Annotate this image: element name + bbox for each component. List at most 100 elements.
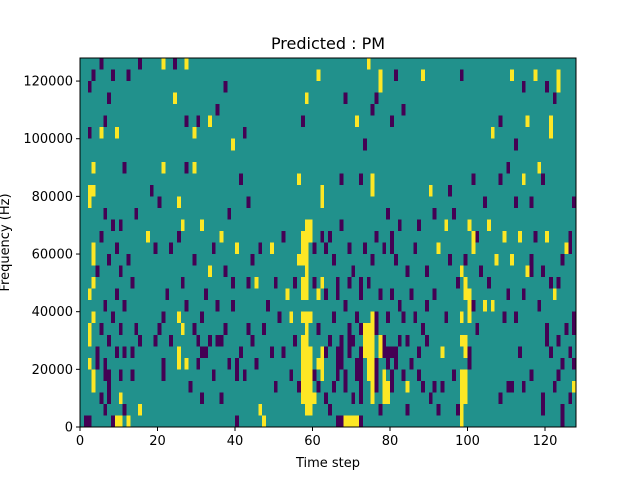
heatmap-cell-low (390, 346, 394, 358)
heatmap-cell-low (161, 357, 166, 381)
heatmap-cell-low (572, 311, 577, 335)
heatmap-cell-high (347, 415, 352, 427)
heatmap-cell-high (355, 415, 360, 427)
heatmap-cell-high (300, 230, 305, 266)
heatmap-cell-low (452, 369, 456, 381)
heatmap-cell-low (254, 357, 259, 370)
heatmap-cell-high (494, 254, 499, 266)
heatmap-cell-low (362, 242, 367, 255)
heatmap-cell-low (572, 357, 577, 370)
heatmap-cell-low (498, 173, 503, 185)
heatmap-cell-high (180, 323, 185, 335)
heatmap-cell-low (95, 265, 100, 278)
heatmap-cell-high (370, 311, 375, 404)
heatmap-cell-low (452, 207, 456, 220)
heatmap-cell-low (262, 323, 267, 335)
heatmap-cell-low (440, 380, 445, 393)
heatmap-cell-high (184, 357, 189, 370)
heatmap-cell-low (312, 277, 317, 289)
heatmap-cell-high (459, 311, 464, 324)
heatmap-cell-low (432, 288, 437, 301)
heatmap-cell-high (91, 184, 96, 197)
heatmap-cell-low (103, 357, 108, 381)
heatmap-cell-low (514, 138, 518, 151)
heatmap-cell-high (545, 230, 549, 243)
heatmap-cell-low (293, 334, 298, 347)
heatmap-cell-low (413, 242, 418, 255)
heatmap-cell-low (223, 81, 228, 93)
heatmap-cell-low (424, 300, 429, 312)
heatmap-cell-low (87, 415, 92, 427)
heatmap-cell-low (397, 219, 402, 231)
heatmap-cell-low (324, 242, 329, 255)
heatmap-cell-low (169, 242, 174, 255)
heatmap-cell-low (560, 357, 565, 370)
heatmap-cell-low (200, 346, 205, 358)
heatmap-cell-high (308, 311, 313, 324)
heatmap-cell-low (118, 323, 123, 335)
heatmap-cell-low (320, 230, 325, 243)
heatmap-cell-high (382, 369, 387, 404)
heatmap-cell-low (479, 265, 484, 278)
heatmap-cell-low (471, 173, 476, 185)
heatmap-cell-high (176, 346, 181, 370)
heatmap-cell-low (448, 184, 453, 197)
heatmap-cell-low (122, 346, 127, 358)
heatmap-cell-low (103, 300, 108, 312)
heatmap-cell-low (157, 323, 162, 335)
heatmap-cell-low (138, 334, 143, 347)
heatmap-cell-low (568, 230, 573, 255)
y-tick-label: 120000 (23, 75, 73, 90)
chart-title: Predicted : PM (271, 34, 385, 53)
heatmap-cell-low (196, 115, 201, 128)
heatmap-cell-low (269, 346, 274, 358)
heatmap-cell-high (486, 219, 491, 231)
heatmap-cell-low (238, 173, 243, 185)
heatmap-cell-high (91, 277, 96, 289)
heatmap-cell-low (157, 196, 162, 208)
heatmap-cell-low (324, 288, 329, 301)
heatmap-cell-low (529, 369, 534, 381)
heatmap-cell-high (564, 242, 569, 255)
heatmap-cell-high (138, 403, 143, 416)
heatmap-cell-low (99, 230, 104, 243)
heatmap-cell-low (386, 346, 391, 370)
heatmap-cell-low (223, 323, 228, 335)
heatmap-cell-high (436, 242, 441, 255)
heatmap-cell-low (107, 92, 112, 105)
heatmap-cell-low (316, 380, 321, 393)
heatmap-cell-low (374, 92, 379, 105)
heatmap-cell-low (401, 104, 406, 116)
heatmap-cell-low (277, 311, 282, 324)
heatmap-cell-high (192, 161, 197, 174)
heatmap-cell-low (126, 69, 131, 82)
x-tick-label: 40 (227, 434, 244, 449)
heatmap-cell-low (548, 346, 553, 358)
heatmap-cell-low (560, 403, 565, 427)
heatmap-cell-low (246, 323, 251, 335)
heatmap-cell-low (200, 392, 205, 404)
x-axis-label: Time step (295, 456, 360, 471)
heatmap-cell-low (328, 230, 332, 243)
heatmap-cell-low (192, 254, 197, 266)
heatmap-cell-low (529, 196, 534, 208)
heatmap-cell-high (91, 161, 96, 174)
heatmap-cell-low (568, 392, 573, 404)
heatmap-cell-low (114, 242, 119, 255)
heatmap-cell-high (262, 415, 267, 427)
y-tick-label: 20000 (32, 363, 73, 378)
x-tick-label: 100 (455, 434, 480, 449)
heatmap-cell-low (382, 334, 387, 358)
heatmap-cell-high (343, 415, 348, 427)
heatmap-cell-low (506, 380, 511, 393)
heatmap-cell-low (502, 311, 507, 324)
heatmap-cell-low (421, 380, 425, 393)
heatmap-cell-low (374, 230, 379, 243)
heatmap-cell-low (99, 323, 104, 335)
heatmap-cell-low (246, 277, 251, 289)
heatmap-cell-high (231, 138, 236, 151)
heatmap-cell-low (409, 357, 414, 370)
heatmap-cell-high (502, 230, 507, 243)
heatmap-cell-high (269, 242, 274, 255)
heatmap-cell-low (556, 334, 561, 347)
